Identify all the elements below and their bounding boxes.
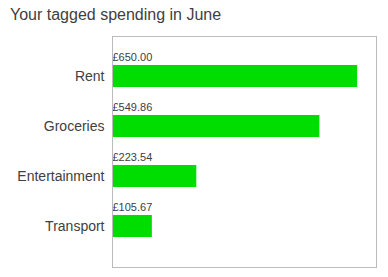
svg-text:Groceries: Groceries — [44, 118, 105, 134]
svg-text:Transport: Transport — [45, 218, 105, 234]
svg-text:£549.86: £549.86 — [113, 101, 153, 113]
svg-text:£650.00: £650.00 — [113, 51, 153, 63]
html-text:Your tagged spending in June: Your tagged spending in June — [10, 6, 222, 23]
svg-text:Rent: Rent — [75, 68, 105, 84]
svg-text:£105.67: £105.67 — [113, 201, 153, 213]
svg-text:£223.54: £223.54 — [113, 151, 153, 163]
svg-text:Entertainment: Entertainment — [17, 168, 104, 184]
